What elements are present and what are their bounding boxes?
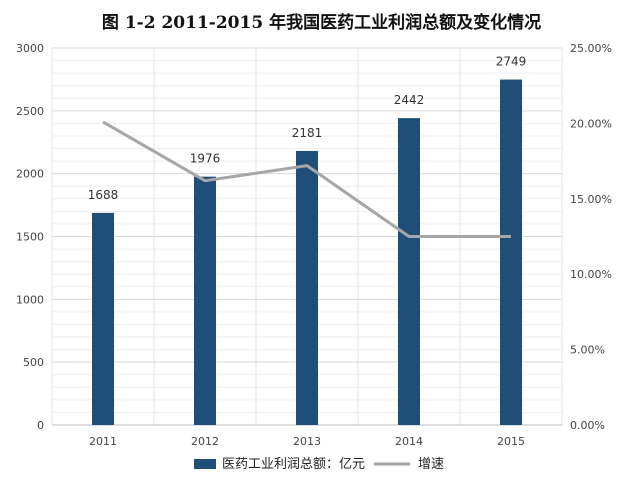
bar-data-label: 2181	[292, 126, 323, 140]
y-right-tick-label: 10.00%	[570, 268, 612, 281]
y-left-tick-label: 500	[23, 356, 44, 369]
y-left-tick-label: 2500	[16, 105, 44, 118]
y-left-tick-label: 1500	[16, 231, 44, 244]
bar-data-label: 1976	[190, 152, 221, 166]
bar-2011	[92, 212, 114, 425]
legend-line-label: 增速	[418, 457, 444, 472]
bar-2012	[194, 176, 216, 425]
legend-bar-swatch	[194, 459, 216, 469]
y-right-tick-label: 20.00%	[570, 117, 612, 130]
bar-data-label: 2749	[496, 55, 527, 69]
y-left-tick-label: 2000	[16, 168, 44, 181]
y-left-tick-label: 0	[37, 419, 44, 432]
y-left-tick-label: 3000	[16, 42, 44, 55]
bar-data-label: 1688	[88, 188, 119, 202]
legend-bar-label: 医药工业利润总额：亿元	[222, 457, 365, 472]
growth-rate-line	[102, 120, 511, 238]
y-right-tick-label: 25.00%	[570, 42, 612, 55]
x-tick-label: 2011	[89, 435, 117, 448]
y-right-tick-label: 0.00%	[570, 419, 605, 432]
y-right-tick-label: 5.00%	[570, 344, 605, 357]
chart-title: 图 1-2 2011-2015 年我国医药工业利润总额及变化情况	[101, 13, 542, 33]
x-tick-label: 2013	[293, 435, 321, 448]
x-tick-label: 2014	[395, 435, 423, 448]
bar-2015	[500, 79, 522, 426]
bar-2014	[398, 118, 420, 425]
y-right-tick-label: 15.00%	[570, 193, 612, 206]
x-tick-label: 2012	[191, 435, 219, 448]
bar-2013	[296, 150, 318, 425]
bar-data-label: 2442	[394, 93, 425, 107]
y-left-tick-label: 1000	[16, 293, 44, 306]
x-tick-label: 2015	[497, 435, 525, 448]
